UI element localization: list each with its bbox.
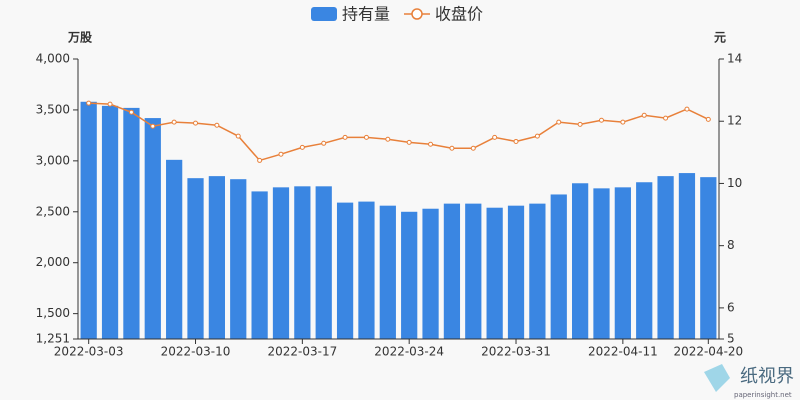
price-point [278, 151, 284, 157]
bar [614, 187, 631, 339]
price-point [470, 145, 476, 151]
price-point [598, 117, 604, 123]
bar [422, 208, 439, 339]
price-point [299, 144, 305, 150]
price-point [641, 112, 647, 118]
x-tick-label: 2022-03-03 [54, 345, 124, 359]
price-point [107, 101, 113, 107]
bar [401, 211, 418, 339]
price-point [684, 106, 690, 112]
y2-tick-label: 14 [727, 52, 742, 66]
y2-tick-label: 6 [727, 300, 735, 314]
y-tick-label: 1,500 [36, 306, 70, 320]
price-point [171, 119, 177, 125]
y2-tick-label: 8 [727, 238, 735, 252]
price-point [235, 133, 241, 139]
bar [166, 159, 183, 339]
bar [593, 188, 610, 339]
price-point [620, 119, 626, 125]
y-tick-label: 2,000 [36, 255, 70, 269]
price-point [86, 100, 92, 106]
price-point [214, 122, 220, 128]
x-tick-label: 2022-03-24 [374, 345, 444, 359]
legend-swatch [411, 8, 423, 20]
price-point [705, 116, 711, 122]
y2-tick-label: 5 [727, 332, 735, 346]
bar [550, 194, 567, 339]
bar [678, 173, 696, 339]
bar [571, 183, 589, 339]
price-point [321, 140, 327, 146]
bar [187, 178, 204, 339]
x-tick-label: 2022-03-31 [481, 345, 551, 359]
price-point [150, 123, 156, 129]
bar [657, 176, 674, 339]
legend-label: 收盘价 [435, 5, 483, 24]
y-axis-unit: 万股 [67, 30, 93, 45]
bar [208, 176, 226, 339]
price-point [257, 157, 263, 163]
x-tick-label: 2022-04-11 [588, 345, 658, 359]
bar [465, 203, 482, 339]
watermark-name: 纸视界 [740, 366, 794, 387]
y2-axis-unit: 元 [714, 31, 726, 45]
bar [123, 107, 140, 339]
price-point [406, 139, 412, 145]
bar [101, 105, 119, 340]
price-point [342, 134, 348, 140]
y-tick-label: 1,251 [36, 332, 70, 346]
y2-tick-label: 10 [727, 176, 742, 190]
bar [379, 205, 396, 339]
y-tick-label: 3,000 [36, 153, 70, 167]
price-point [513, 138, 519, 144]
legend-label: 持有量 [342, 5, 390, 24]
bar [636, 182, 653, 339]
bar [80, 101, 97, 339]
price-point [449, 145, 455, 151]
x-tick-label: 2022-03-17 [267, 345, 337, 359]
price-point [577, 121, 583, 127]
watermark-site: paperinsight.net [734, 391, 792, 399]
price-point [385, 136, 391, 142]
bar [443, 203, 461, 339]
y-tick-label: 3,500 [36, 102, 70, 116]
bar [315, 186, 332, 339]
bar [272, 187, 290, 339]
watermark-icon [704, 364, 730, 392]
bar [230, 179, 247, 339]
bar [507, 205, 525, 339]
bar [336, 202, 354, 339]
y2-tick-label: 12 [727, 114, 742, 128]
bar [294, 186, 311, 339]
bar [529, 203, 546, 339]
y-tick-label: 2,500 [36, 204, 70, 218]
x-tick-label: 2022-03-10 [161, 345, 231, 359]
price-line [88, 102, 709, 162]
bar [358, 201, 375, 339]
bar [700, 177, 717, 339]
price-point [363, 134, 369, 140]
price-point [128, 109, 134, 115]
price-point [663, 115, 669, 121]
bar [251, 191, 268, 339]
legend-swatch [311, 7, 337, 21]
bar [144, 118, 161, 340]
price-point [556, 119, 562, 125]
x-tick-label: 2022-04-20 [673, 345, 743, 359]
bar [486, 207, 503, 339]
price-point [193, 120, 199, 126]
price-point [492, 134, 498, 140]
price-point [534, 133, 540, 139]
y-tick-label: 4,000 [36, 52, 70, 66]
price-point [428, 141, 434, 147]
